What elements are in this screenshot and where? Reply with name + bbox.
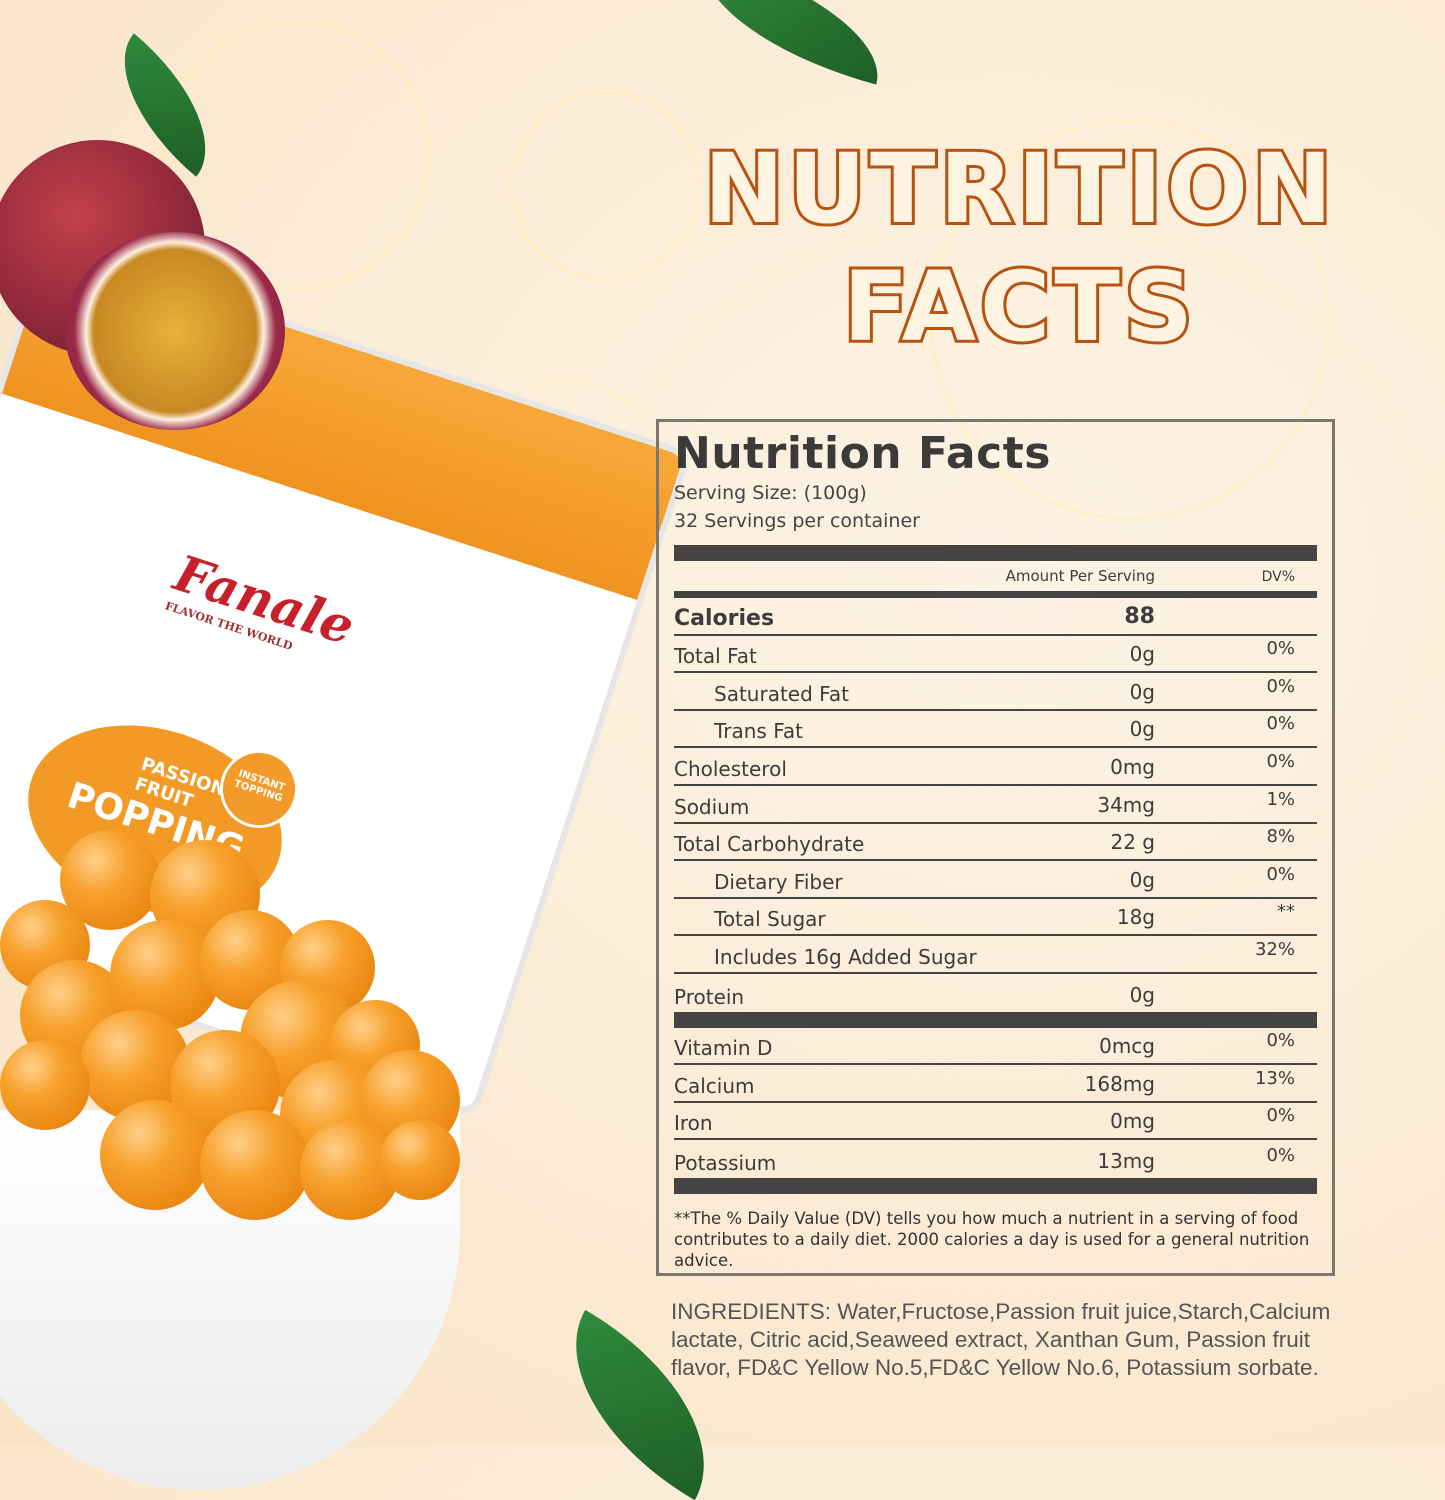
nutrient-name: Vitamin D — [674, 1036, 773, 1061]
nutrition-label: Nutrition Facts Serving Size: (100g) 32 … — [656, 419, 1335, 1276]
nutrient-dv: 0% — [1266, 713, 1295, 735]
nutrient-row: Calories 88 — [674, 598, 1317, 636]
nutrient-dv: 0% — [1266, 638, 1295, 660]
nutrient-dv: 0% — [1266, 1144, 1295, 1166]
nutrient-row: Total Sugar 18g ** — [674, 899, 1317, 937]
nutrient-dv: 32% — [1254, 938, 1295, 960]
nutrient-amount: 0mg — [1110, 754, 1155, 779]
nutrient-name: Calcium — [674, 1073, 755, 1098]
badge-text: INSTANT TOPPING — [232, 768, 287, 805]
nutrient-dv: 1% — [1266, 788, 1295, 810]
nutrient-row: Calcium 168mg 13% — [674, 1065, 1317, 1103]
nutrient-row: Potassium 13mg 0% — [674, 1140, 1317, 1178]
nutrient-row: Includes 16g Added Sugar 32% — [674, 936, 1317, 974]
mineral-rows: Vitamin D 0mcg 0% Calcium 168mg 13% Iron 0mg 0% P… — [674, 1028, 1317, 1178]
nutrient-row: Dietary Fiber 0g 0% — [674, 861, 1317, 899]
footnote: **The % Daily Value (DV) tells you how m… — [674, 1208, 1310, 1270]
nutrient-name: Iron — [674, 1111, 713, 1136]
nutrient-dv: 0% — [1266, 1030, 1295, 1052]
nutrient-amount: 0g — [1129, 679, 1155, 704]
nutrient-name: Includes 16g Added Sugar — [714, 944, 977, 969]
divider — [674, 545, 1317, 561]
bubble-decoration — [510, 90, 700, 280]
nutrient-row: Total Carbohydrate 22 g 8% — [674, 824, 1317, 862]
nutrient-name: Total Sugar — [714, 907, 826, 932]
nutrient-amount: 22 g — [1110, 830, 1155, 855]
bubble-decoration — [160, 20, 430, 290]
hero-title-line-2: FACTS — [840, 248, 1197, 366]
nutrient-row: Iron 0mg 0% — [674, 1103, 1317, 1141]
nutrient-amount: 0mcg — [1099, 1034, 1155, 1059]
bubble-decoration — [930, 120, 1330, 520]
nutrient-name: Protein — [674, 984, 745, 1009]
dv-header: DV% — [1261, 569, 1295, 585]
nutrient-row: Trans Fat 0g 0% — [674, 711, 1317, 749]
nutrient-dv: 0% — [1266, 675, 1295, 697]
hero-title: NUTRITION FACTS — [700, 130, 1340, 366]
nutrient-amount: 0g — [1129, 867, 1155, 892]
ingredients: INGREDIENTS: Water,Fructose,Passion frui… — [671, 1299, 1331, 1380]
nutrient-name: Total Carbohydrate — [674, 832, 865, 857]
boba-ball — [60, 830, 160, 930]
hero-title-line-1: NUTRITION — [701, 130, 1337, 248]
nutrient-amount: 13mg — [1097, 1148, 1155, 1173]
nutrient-name: Saturated Fat — [714, 681, 849, 706]
nutrient-dv: 0% — [1266, 750, 1295, 772]
nutrient-dv: 0% — [1266, 1105, 1295, 1127]
nutrient-dv: 13% — [1254, 1067, 1295, 1089]
nutrient-row: Total Fat 0g 0% — [674, 636, 1317, 674]
boba-ball — [100, 1100, 210, 1210]
nutrient-name: Cholesterol — [674, 756, 787, 781]
nutrient-dv: 8% — [1266, 826, 1295, 848]
nutrient-name: Calories — [674, 605, 775, 631]
serving-size: Serving Size: (100g) — [674, 482, 867, 504]
column-header: Amount Per Serving DV% — [674, 561, 1317, 591]
passion-fruit-half — [65, 232, 285, 430]
boba-ball — [200, 1110, 310, 1220]
amount-header: Amount Per Serving — [1005, 567, 1155, 585]
nutrient-amount: 0g — [1129, 642, 1155, 667]
nutrient-row: Protein 0g — [674, 974, 1317, 1012]
nutrient-amount: 88 — [1124, 603, 1155, 629]
nutrient-row: Sodium 34mg 1% — [674, 786, 1317, 824]
nutrient-row: Vitamin D 0mcg 0% — [674, 1028, 1317, 1066]
label-title: Nutrition Facts — [674, 428, 1051, 479]
nutrient-amount: 0g — [1129, 982, 1155, 1007]
divider — [674, 1011, 1317, 1028]
leaf-decoration — [683, 0, 897, 85]
servings-per-container: 32 Servings per container — [674, 510, 920, 532]
nutrient-row: Cholesterol 0mg 0% — [674, 748, 1317, 786]
nutrient-name: Potassium — [674, 1150, 777, 1175]
nutrient-row: Saturated Fat 0g 0% — [674, 673, 1317, 711]
product-image: Fanale FLAVOR THE WORLD PASSION FRUIT PO… — [0, 0, 692, 1490]
nutrient-dv: ** — [1277, 901, 1295, 923]
nutrient-amount: 168mg — [1084, 1071, 1155, 1096]
nutrient-name: Total Fat — [674, 644, 757, 669]
nutrient-rows: Calories 88 Total Fat 0g 0% Saturated Fat 0g 0%… — [674, 598, 1317, 1012]
divider — [674, 591, 1317, 598]
nutrient-amount: 18g — [1116, 905, 1155, 930]
nutrient-amount: 0mg — [1110, 1109, 1155, 1134]
nutrient-dv: 0% — [1266, 863, 1295, 885]
nutrient-name: Dietary Fiber — [714, 869, 843, 894]
nutrient-amount: 34mg — [1097, 792, 1155, 817]
boba-ball — [0, 1040, 90, 1130]
nutrient-name: Trans Fat — [714, 719, 803, 744]
nutrient-name: Sodium — [674, 794, 750, 819]
nutrient-amount: 0g — [1129, 717, 1155, 742]
divider — [674, 1177, 1317, 1194]
boba-ball — [380, 1120, 460, 1200]
